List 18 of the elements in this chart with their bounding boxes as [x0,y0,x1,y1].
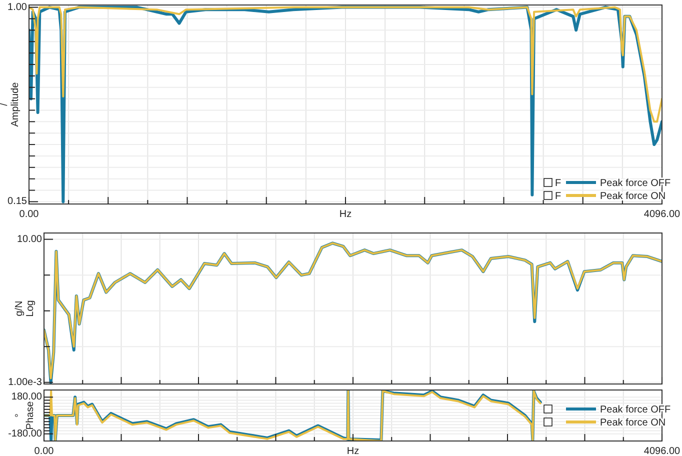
annotation: F [555,178,562,189]
y-tick-label: 1.00e-3 [8,376,42,388]
y-tick-label: 180.00 [11,392,42,403]
x-tick-label: 4096.00 [644,446,681,456]
x-axis-title: Hz [339,209,352,220]
y-axis-title: ° Phase [14,400,36,430]
x-tick-label: 0.00 [34,446,54,456]
x-tick-label: 0.00 [19,209,40,220]
y-tick-label: 10.00 [16,234,42,245]
x-tick-label: 4096.00 [644,209,681,220]
y-tick-label: -180.00 [8,428,42,440]
x-axis-title: Hz [346,446,360,456]
line-series [29,6,662,123]
y-tick-label: 0.15 [8,196,28,208]
y-axis-title: / Amplitude [0,82,21,127]
annotation: F [555,191,562,202]
y-axis-title: g/N Log [14,300,36,317]
y-tick-label: 1.00 [8,2,28,13]
